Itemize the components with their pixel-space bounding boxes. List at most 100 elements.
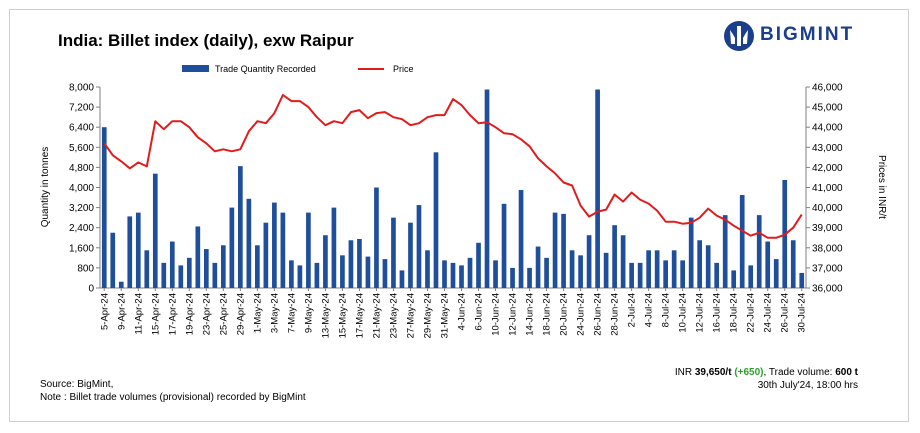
- bar: [459, 265, 464, 288]
- legend-label-line: Price: [393, 64, 414, 74]
- x-tick-label: 8-Jul-24: [661, 293, 672, 327]
- bar: [297, 265, 303, 288]
- x-tick-label: 6-Jun-24: [474, 293, 485, 331]
- bar: [595, 89, 600, 288]
- bigmint-logo: BIGMINT: [722, 18, 882, 54]
- bar: [118, 281, 124, 288]
- bar: [382, 259, 388, 288]
- bar: [654, 250, 660, 288]
- x-tick-label: 12-Jul-24: [695, 293, 706, 333]
- x-tick-label: 31-May-24: [439, 293, 450, 338]
- bar: [697, 240, 703, 288]
- bar: [203, 249, 209, 288]
- bar: [612, 225, 617, 288]
- bar: [433, 152, 439, 288]
- bar: [416, 205, 422, 288]
- x-tick-label: 19-Apr-24: [184, 293, 195, 335]
- y-right-tick-label: 38,000: [812, 243, 843, 254]
- y-left-tick-label: 0: [88, 284, 94, 295]
- y-right-tick-label: 36,000: [812, 284, 843, 295]
- y-left-tick-label: 3,200: [69, 203, 94, 214]
- x-tick-label: 1-May-24: [252, 293, 263, 333]
- x-tick-label: 28-Jun-24: [610, 293, 621, 336]
- bar: [144, 250, 150, 288]
- bar: [323, 235, 328, 288]
- bar: [272, 202, 277, 288]
- x-tick-label: 12-Jun-24: [508, 293, 519, 336]
- volume-prefix: , Trade volume:: [763, 367, 836, 378]
- bar: [680, 260, 686, 288]
- bar: [722, 215, 728, 288]
- y-right-tick-label: 42,000: [812, 163, 843, 174]
- bar: [561, 213, 566, 288]
- bar: [552, 212, 558, 288]
- bigmint-logo-text: BIGMINT: [760, 24, 855, 45]
- bar: [178, 265, 184, 288]
- x-tick-label: 13-May-24: [320, 293, 331, 338]
- x-tick-label: 23-Apr-24: [201, 293, 212, 335]
- y-right-tick-label: 44,000: [812, 123, 843, 134]
- price-prefix: INR: [674, 367, 695, 378]
- x-tick-label: 7-May-24: [286, 293, 297, 333]
- y-axis-left-label: Quantity in tonnes: [40, 147, 51, 228]
- bar: [127, 216, 133, 288]
- x-tick-label: 26-Jun-24: [593, 293, 604, 336]
- x-tick-label: 22-Jul-24: [746, 293, 757, 333]
- x-tick-label: 2-Jul-24: [627, 293, 638, 327]
- bar: [510, 267, 515, 288]
- x-tick-label: 20-Jun-24: [559, 293, 570, 336]
- y-right-tick-label: 40,000: [812, 203, 843, 214]
- bar: [756, 215, 762, 288]
- bar: [467, 257, 473, 288]
- bar: [731, 270, 737, 288]
- bar: [578, 255, 583, 288]
- x-tick-label: 9-Apr-24: [116, 293, 127, 330]
- x-tick-label: 30-Jul-24: [797, 293, 808, 333]
- bar: [637, 262, 643, 288]
- bar: [799, 272, 805, 288]
- bar-series: [101, 89, 805, 288]
- bar: [773, 259, 779, 288]
- footer-notes: Source: BigMint, Note : Billet trade vol…: [40, 378, 306, 404]
- bar: [135, 212, 141, 288]
- x-tick-label: 14-Jun-24: [525, 293, 536, 336]
- price-summary: INR 39,650/t (+650), Trade volume: 600 t: [675, 366, 858, 379]
- x-tick-label: 18-Jun-24: [542, 293, 553, 336]
- x-tick-label: 24-Jun-24: [576, 293, 587, 336]
- y-right-tick-label: 43,000: [812, 143, 843, 154]
- price-line: [103, 94, 803, 239]
- y-left-tick-label: 1,600: [69, 243, 94, 254]
- y-right-tick-label: 41,000: [812, 183, 843, 194]
- bar: [748, 265, 754, 288]
- bar: [688, 217, 694, 288]
- bar: [169, 241, 175, 288]
- bar: [569, 250, 575, 288]
- bar: [195, 226, 201, 288]
- x-tick-label: 15-May-24: [337, 293, 348, 338]
- source-text: Source: BigMint,: [40, 379, 114, 390]
- bar: [263, 222, 269, 288]
- bar: [152, 173, 158, 288]
- bar: [450, 262, 456, 288]
- bar: [391, 217, 396, 288]
- x-tick-label: 9-May-24: [303, 293, 314, 333]
- line-series: [103, 94, 803, 239]
- note-text: Note : Billet trade volumes (provisional…: [40, 392, 306, 403]
- bar: [620, 235, 626, 288]
- bar: [663, 260, 668, 288]
- x-tick-label: 21-May-24: [371, 293, 382, 338]
- timestamp-text: 30th July'24, 18:00 hrs: [757, 380, 858, 391]
- bar: [501, 203, 507, 288]
- y-right-tick-label: 39,000: [812, 223, 843, 234]
- bar: [705, 245, 711, 288]
- price-value: 39,650/t: [694, 367, 732, 378]
- bar: [603, 252, 609, 288]
- volume-value: 600 t: [835, 367, 858, 378]
- legend-swatch-bar: [182, 65, 209, 72]
- bar: [280, 212, 286, 288]
- bar: [790, 240, 796, 288]
- bar: [246, 198, 252, 288]
- y-right-tick-label: 46,000: [812, 83, 843, 94]
- y-axis-right-label: Prices in INR/t: [876, 155, 887, 219]
